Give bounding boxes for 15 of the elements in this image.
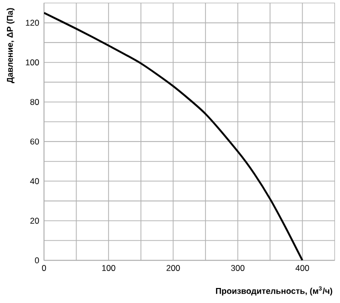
x-tick-label: 0 bbox=[42, 265, 46, 271]
x-tick-label: 400 bbox=[296, 265, 310, 271]
text: Производительность, (м$^{3}$/ч) bbox=[216, 286, 332, 296]
y-tick-label: 40 bbox=[30, 178, 39, 184]
y-tick-label: 120 bbox=[26, 20, 39, 26]
x-tick-label: 100 bbox=[102, 265, 116, 271]
y-axis-title: Давление, ΔP (Па) bbox=[6, 8, 14, 84]
y-tick-label: 20 bbox=[30, 218, 39, 224]
y-tick-label: 60 bbox=[30, 138, 39, 145]
y-tick-label: 0 bbox=[34, 257, 39, 264]
x-tick-label: 200 bbox=[166, 265, 180, 271]
y-tick-label: 100 bbox=[26, 59, 39, 66]
line-series bbox=[44, 12, 304, 260]
y-tick-label: 80 bbox=[30, 98, 39, 105]
x-tick-label: 300 bbox=[231, 265, 244, 271]
